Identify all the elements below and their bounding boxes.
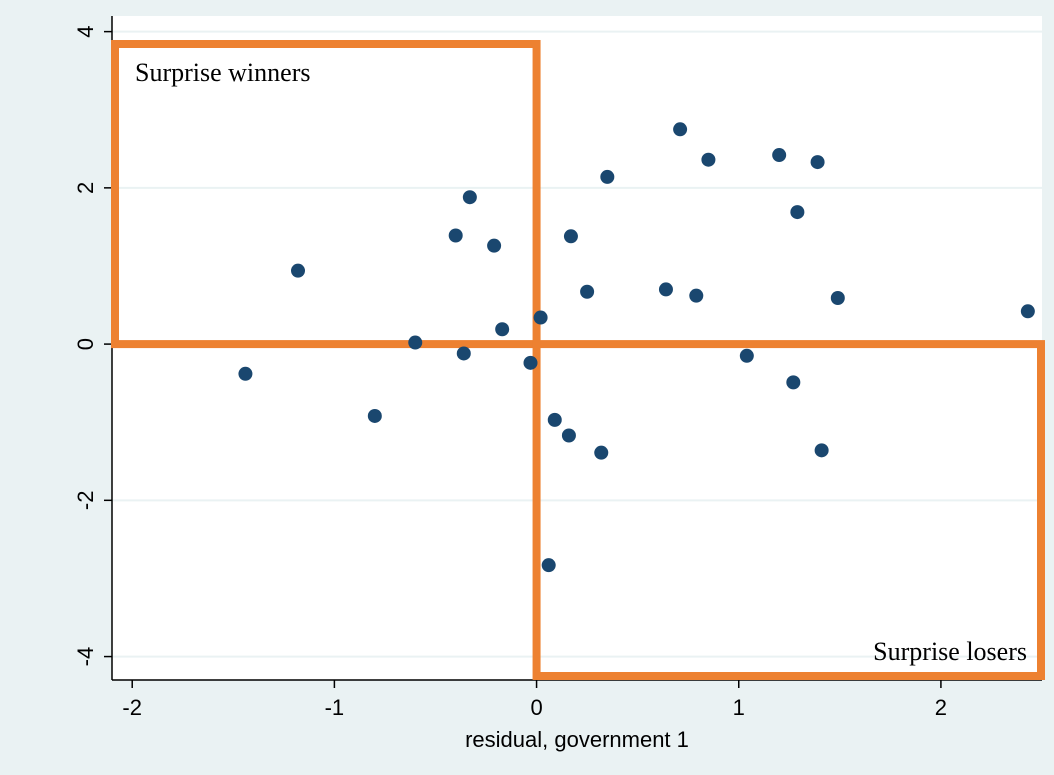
surprise-winners-box (111, 40, 541, 349)
data-point (238, 366, 253, 381)
y-tick-label: 4 (73, 25, 98, 37)
data-point (547, 412, 562, 427)
data-point (810, 155, 825, 170)
data-point (541, 558, 556, 573)
surprise-losers-box (532, 340, 1046, 680)
x-axis-title: residual, government 1 (465, 727, 689, 752)
axis-labels: -4 -2 0 2 4 -2 -1 0 1 2 residual, government 1 Surp… (73, 25, 1027, 752)
data-point (408, 335, 423, 350)
y-tick-label: -2 (73, 491, 98, 511)
surprise-losers-label: Surprise losers (873, 637, 1027, 666)
y-tick-label: -4 (73, 647, 98, 667)
data-point (580, 284, 595, 299)
data-points (238, 122, 1035, 573)
data-point (1020, 304, 1035, 319)
data-point (456, 346, 471, 361)
x-tick-label: 2 (935, 695, 947, 720)
data-point (448, 228, 463, 243)
data-point (523, 355, 538, 370)
data-point (462, 190, 477, 205)
y-tick-label: 2 (73, 182, 98, 194)
x-tick-label: 0 (530, 695, 542, 720)
data-point (563, 229, 578, 244)
data-point (594, 445, 609, 460)
x-tick-label: -2 (122, 695, 142, 720)
data-point (739, 348, 754, 363)
data-point (689, 288, 704, 303)
x-tick-label: -1 (325, 695, 345, 720)
data-point (291, 263, 305, 278)
region-boxes (111, 40, 1046, 680)
data-point (786, 375, 801, 390)
data-point (814, 443, 829, 458)
data-point (772, 148, 787, 163)
data-point (367, 408, 382, 423)
data-point (600, 169, 615, 184)
x-tick-label: 1 (733, 695, 745, 720)
data-point (658, 282, 673, 297)
data-point (790, 205, 805, 220)
data-point (487, 238, 502, 253)
data-point (830, 291, 845, 306)
data-point (701, 152, 716, 167)
data-point (561, 428, 576, 443)
data-point (673, 122, 688, 137)
data-point (495, 322, 510, 337)
y-tick-label: 0 (73, 338, 98, 350)
surprise-winners-label: Surprise winners (135, 58, 310, 87)
data-point (533, 310, 548, 325)
